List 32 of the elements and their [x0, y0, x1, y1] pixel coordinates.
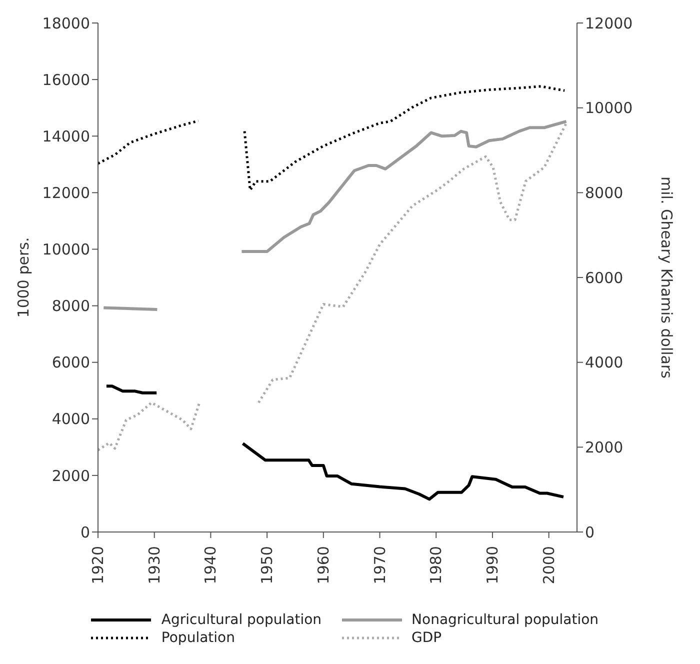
- y-tick-label: 4000: [52, 410, 90, 428]
- y-tick-label: 12000: [42, 184, 90, 202]
- legend-label: Agricultural population: [161, 612, 322, 628]
- y2-tick-label: 4000: [585, 354, 624, 372]
- y-tick-label: 16000: [42, 70, 90, 89]
- y2-tick-label: 2000: [585, 438, 624, 456]
- y-tick-label: 8000: [52, 297, 90, 316]
- y2-tick-label: 0: [585, 523, 595, 542]
- x-tick-label: 1920: [89, 546, 107, 584]
- y-tick-label: 6000: [52, 354, 90, 372]
- y-tick-label: 0: [80, 523, 90, 542]
- y-tick-label: 2000: [52, 466, 90, 485]
- y-tick-label: 10000: [42, 240, 90, 259]
- y2-tick-label: 6000: [585, 268, 624, 287]
- y2-tick-label: 12000: [585, 14, 633, 32]
- x-tick-label: 1970: [370, 546, 389, 584]
- x-tick-label: 1990: [483, 546, 502, 584]
- legend-label: Population: [161, 630, 235, 646]
- y-tick-label: 18000: [42, 14, 90, 32]
- y2-axis-title: mil. Gheary Khamis dollars: [658, 176, 676, 379]
- legend-label: GDP: [412, 630, 442, 646]
- x-tick-label: 1930: [145, 546, 164, 584]
- y2-tick-label: 8000: [585, 184, 624, 202]
- y-axis-title: 1000 pers.: [14, 237, 32, 318]
- x-tick-label: 1950: [258, 546, 276, 584]
- x-tick-label: 1960: [314, 546, 332, 584]
- legend-label: Nonagricultural population: [412, 612, 599, 628]
- x-tick-label: 1980: [427, 546, 446, 584]
- y-tick-label: 14000: [42, 127, 90, 146]
- x-tick-label: 2000: [540, 546, 558, 584]
- y2-tick-label: 10000: [585, 99, 633, 118]
- x-tick-label: 1940: [202, 546, 220, 584]
